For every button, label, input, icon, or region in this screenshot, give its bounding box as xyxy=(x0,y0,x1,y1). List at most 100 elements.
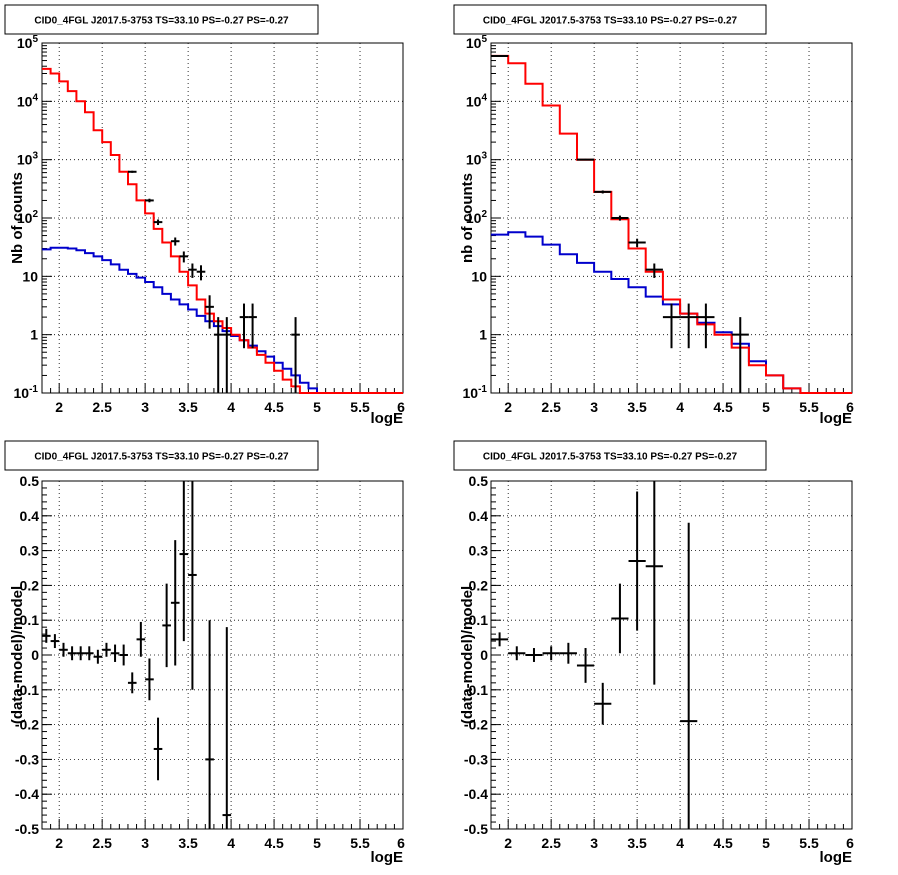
x-tick-label: 6 xyxy=(397,835,405,851)
background-histogram-line xyxy=(42,246,403,394)
y-tick-label: 0.2 xyxy=(469,577,489,593)
data-point xyxy=(645,481,663,685)
data-point xyxy=(680,303,698,349)
data-point xyxy=(248,303,257,349)
data-point xyxy=(205,620,214,829)
data-point xyxy=(576,158,595,161)
data-point xyxy=(291,317,300,393)
data-point xyxy=(611,583,629,654)
x-tick-label: 5 xyxy=(313,399,321,415)
x-tick-label: 4 xyxy=(227,835,235,851)
x-axis-title: logE xyxy=(371,410,404,427)
data-point xyxy=(205,295,214,329)
x-axis-title: logE xyxy=(371,849,404,866)
model-histogram-line xyxy=(42,67,403,394)
x-tick-label: 2 xyxy=(504,399,512,415)
x-tick-label: 3 xyxy=(590,835,598,851)
x-tick-label: 5.5 xyxy=(799,399,819,415)
data-point xyxy=(559,642,577,664)
data-point xyxy=(67,646,77,661)
data-point xyxy=(680,522,698,829)
title-box xyxy=(4,4,319,35)
data-point xyxy=(645,263,663,278)
data-point xyxy=(93,649,103,664)
data-point xyxy=(491,632,509,647)
data-point xyxy=(576,648,595,683)
x-tick-label: 2.5 xyxy=(92,399,112,415)
y-tick-label: 103 xyxy=(17,151,39,168)
y-tick-label: 104 xyxy=(466,92,488,109)
chart-title: CID0_4FGL J2017.5-3753 TS=33.10 PS=-0.27… xyxy=(483,452,738,463)
title-box xyxy=(4,440,319,471)
y-tick-label: 10 xyxy=(22,268,38,284)
x-tick-label: 4 xyxy=(227,399,235,415)
x-tick-label: 5.5 xyxy=(350,835,370,851)
x-tick-label: 4.5 xyxy=(713,399,733,415)
data-point xyxy=(170,540,180,666)
x-tick-label: 5.5 xyxy=(350,399,370,415)
data-point xyxy=(542,646,560,661)
x-tick-label: 3 xyxy=(141,399,149,415)
title-box xyxy=(453,4,767,35)
y-tick-label: 103 xyxy=(466,151,488,168)
data-point xyxy=(188,481,197,690)
data-point xyxy=(102,642,111,657)
x-tick-label: 4.5 xyxy=(713,835,733,851)
data-point xyxy=(628,238,646,247)
x-tick-label: 3 xyxy=(141,835,149,851)
x-tick-label: 5 xyxy=(313,835,321,851)
y-tick-label: -0.1 xyxy=(464,682,488,698)
y-tick-label: 0 xyxy=(31,647,39,663)
x-tick-label: 4.5 xyxy=(264,835,284,851)
data-point xyxy=(179,251,189,263)
chart-panel-1: CID0_4FGL J2017.5-3753 TS=33.10 PS=-0.27… xyxy=(4,4,405,427)
data-point xyxy=(42,628,51,643)
data-point xyxy=(76,646,85,661)
data-point xyxy=(136,621,146,657)
y-tick-label: 0 xyxy=(480,647,488,663)
title-box xyxy=(453,440,767,471)
y-tick-label: 0.4 xyxy=(20,508,40,524)
y-axis-title: nb of counts xyxy=(459,173,476,263)
chart-panel-3: CID0_4FGL J2017.5-3753 TS=33.10 PS=-0.27… xyxy=(4,440,405,866)
data-point xyxy=(153,219,163,226)
data-point xyxy=(188,263,197,278)
y-tick-label: 0.5 xyxy=(20,473,40,489)
data-point xyxy=(222,317,232,393)
y-tick-label: 0.3 xyxy=(20,543,40,559)
y-tick-label: 0.2 xyxy=(20,577,40,593)
x-axis-title: logE xyxy=(820,410,853,427)
y-tick-label: 1 xyxy=(479,327,487,343)
y-tick-label: 105 xyxy=(466,34,488,51)
x-tick-label: 3.5 xyxy=(627,399,647,415)
x-tick-label: 2 xyxy=(504,835,512,851)
data-point xyxy=(170,237,180,246)
data-point xyxy=(594,682,612,725)
model-histogram-line xyxy=(491,54,852,394)
y-tick-label: 10-1 xyxy=(463,384,488,401)
y-tick-label: -0.3 xyxy=(464,751,488,767)
y-tick-label: 0.4 xyxy=(469,508,489,524)
data-point xyxy=(662,303,681,349)
x-tick-label: 2 xyxy=(55,835,63,851)
y-axis-title: (data-model)/model xyxy=(459,586,476,724)
data-point xyxy=(127,170,137,173)
data-point xyxy=(50,634,60,649)
data-point xyxy=(239,303,249,349)
data-point xyxy=(127,672,137,694)
data-point xyxy=(162,583,171,668)
chart-title: CID0_4FGL J2017.5-3753 TS=33.10 PS=-0.27… xyxy=(483,16,738,27)
x-tick-label: 6 xyxy=(846,835,854,851)
data-point xyxy=(153,717,163,781)
data-point xyxy=(222,627,232,829)
x-tick-label: 2.5 xyxy=(541,399,561,415)
y-tick-label: 102 xyxy=(17,209,39,226)
data-point xyxy=(731,317,749,393)
x-tick-label: 3.5 xyxy=(178,835,198,851)
y-tick-label: -0.4 xyxy=(15,786,39,802)
y-tick-label: 0.1 xyxy=(20,612,40,628)
data-point xyxy=(611,215,629,221)
data-point xyxy=(525,648,543,662)
x-tick-label: 5 xyxy=(762,835,770,851)
